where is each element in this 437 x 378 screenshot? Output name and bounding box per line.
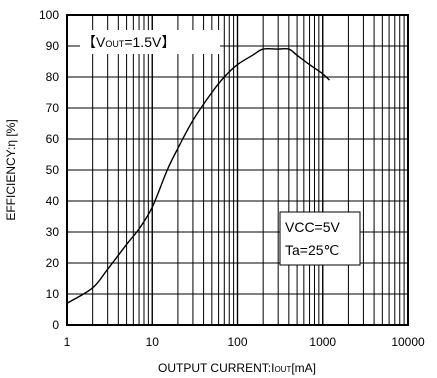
y-tick-label: 40: [46, 194, 60, 208]
x-axis-title: OUTPUT CURRENT:IOUT[mA]: [158, 361, 316, 375]
x-tick-label: 100: [227, 335, 247, 349]
y-tick-label: 30: [46, 225, 60, 239]
vcc-label: VCC=5V: [285, 219, 341, 235]
y-tick-label: 80: [46, 70, 60, 84]
series-layer: [66, 47, 330, 304]
condition-annotation: VCC=5V Ta=25℃: [279, 211, 361, 266]
x-tick-labels: 1 10 100 1000 10000: [64, 335, 425, 349]
vout-open: 【V: [82, 34, 106, 50]
vout-annotation: 【VOUT=1.5V】: [80, 30, 220, 54]
x-tick-label: 1000: [309, 335, 336, 349]
x-axis-title-unit: [mA]: [291, 361, 316, 375]
y-tick-label: 100: [39, 8, 59, 22]
y-tick-label: 90: [46, 39, 60, 53]
y-tick-label: 20: [46, 256, 60, 270]
vout-annotation-text: 【VOUT=1.5V】: [82, 34, 175, 50]
condition-box: [279, 211, 361, 266]
x-axis-title-main: OUTPUT CURRENT:I: [158, 361, 274, 375]
vout-sub: OUT: [105, 39, 125, 49]
x-tick-label: 10: [146, 335, 160, 349]
efficiency-curve: [66, 47, 330, 304]
y-tick-label: 0: [52, 318, 59, 332]
x-tick-label: 10000: [391, 335, 425, 349]
y-tick-label: 50: [46, 163, 60, 177]
vout-rest: =1.5V】: [124, 34, 175, 50]
grid-layer: [67, 15, 408, 325]
ta-label: Ta=25℃: [285, 242, 339, 258]
y-axis-title: EFFICIENCY:η [%]: [4, 119, 18, 220]
y-tick-label: 10: [46, 287, 60, 301]
x-axis-title-sub: OUT: [274, 365, 291, 374]
vout-annotation-bg: [80, 30, 220, 54]
y-tick-labels: 0 10 20 30 40 50 60 70 80 90 100: [39, 8, 59, 332]
plot-frame: [66, 14, 409, 326]
y-tick-label: 60: [46, 132, 60, 146]
x-tick-label: 1: [64, 335, 71, 349]
y-tick-label: 70: [46, 101, 60, 115]
